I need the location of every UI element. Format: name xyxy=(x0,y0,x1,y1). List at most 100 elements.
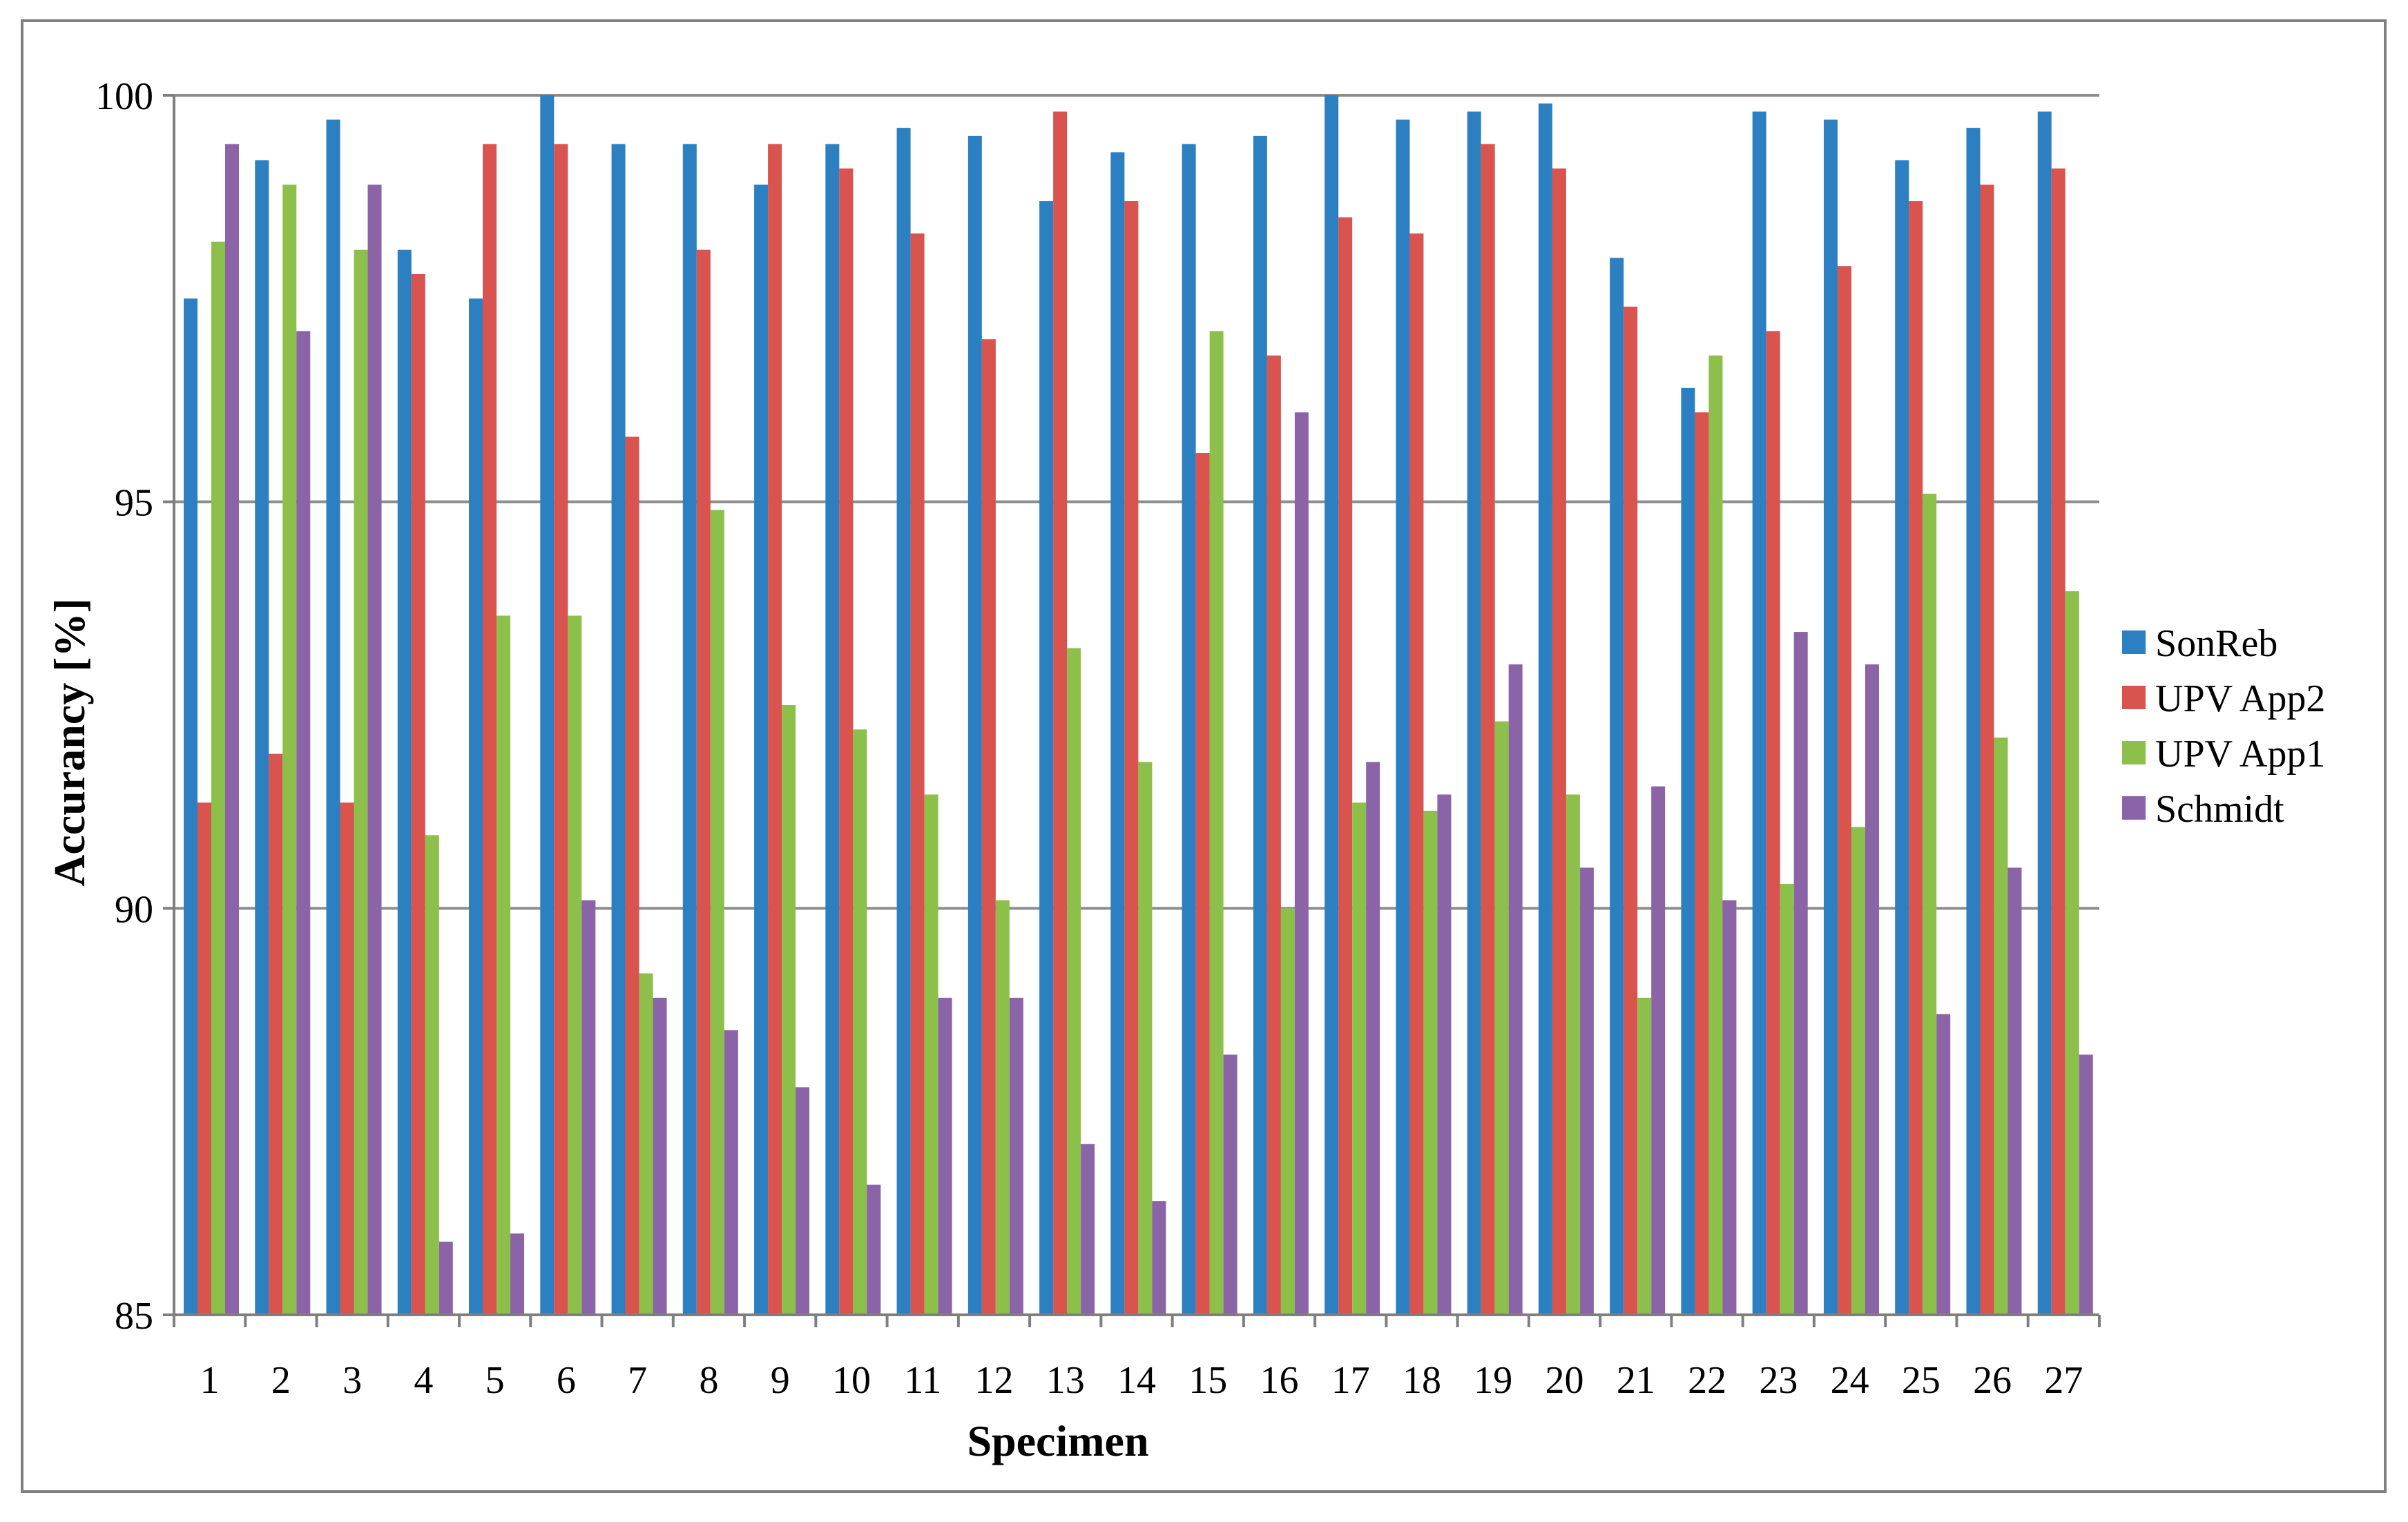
bar-upv-app1-specimen-2 xyxy=(282,184,297,1316)
bar-sonreb-specimen-4 xyxy=(397,249,412,1315)
bar-upv-app2-specimen-12 xyxy=(981,339,996,1316)
x-tick-label: 10 xyxy=(832,1359,871,1402)
legend-label-sonreb: SonReb xyxy=(2155,622,2277,665)
x-tick-label: 5 xyxy=(485,1359,505,1402)
bar-upv-app1-specimen-17 xyxy=(1352,802,1367,1315)
bar-upv-app1-specimen-9 xyxy=(782,705,796,1315)
x-tick-label: 25 xyxy=(1902,1359,1940,1402)
bar-upv-app2-specimen-6 xyxy=(554,144,568,1315)
bar-upv-app1-specimen-15 xyxy=(1209,331,1224,1316)
bars xyxy=(184,95,2093,1316)
bar-upv-app1-specimen-6 xyxy=(568,615,582,1315)
bar-schmidt-specimen-25 xyxy=(1936,1014,1951,1315)
bar-upv-app1-specimen-22 xyxy=(1708,355,1723,1316)
bar-sonreb-specimen-7 xyxy=(611,144,626,1315)
bar-upv-app2-specimen-1 xyxy=(198,802,211,1315)
bar-upv-app1-specimen-12 xyxy=(995,900,1010,1315)
bar-schmidt-specimen-3 xyxy=(367,184,382,1316)
bar-sonreb-specimen-25 xyxy=(1895,160,1909,1316)
bar-sonreb-specimen-6 xyxy=(540,95,555,1315)
bar-schmidt-specimen-20 xyxy=(1579,867,1594,1315)
bar-upv-app1-specimen-21 xyxy=(1637,997,1652,1315)
x-tick-label: 26 xyxy=(1973,1359,2012,1402)
bar-sonreb-specimen-5 xyxy=(469,298,483,1315)
x-tick-label: 24 xyxy=(1831,1359,1869,1402)
x-axis-title: Specimen xyxy=(967,1416,1148,1465)
bar-schmidt-specimen-22 xyxy=(1722,900,1737,1315)
x-tick-label: 8 xyxy=(699,1359,718,1402)
bar-sonreb-specimen-11 xyxy=(896,128,911,1315)
bar-sonreb-specimen-19 xyxy=(1467,111,1481,1316)
bar-upv-app2-specimen-7 xyxy=(625,436,639,1315)
x-tick-label: 9 xyxy=(771,1359,790,1402)
bar-schmidt-specimen-24 xyxy=(1865,664,1879,1315)
bar-upv-app2-specimen-5 xyxy=(483,144,497,1315)
x-tick-label: 19 xyxy=(1474,1359,1512,1402)
x-tick-label: 6 xyxy=(557,1359,576,1402)
y-axis-title: Accurancy [%] xyxy=(45,598,94,887)
bar-upv-app2-specimen-11 xyxy=(910,233,925,1315)
x-tick-label: 4 xyxy=(414,1359,433,1402)
bar-schmidt-specimen-17 xyxy=(1366,762,1380,1315)
bar-sonreb-specimen-13 xyxy=(1039,201,1054,1315)
bar-upv-app2-specimen-2 xyxy=(269,753,283,1315)
x-tick-label: 7 xyxy=(628,1359,647,1402)
bar-sonreb-specimen-26 xyxy=(1966,128,1981,1315)
bar-sonreb-specimen-12 xyxy=(967,135,982,1315)
bar-schmidt-specimen-6 xyxy=(581,900,596,1315)
bar-upv-app1-specimen-13 xyxy=(1067,648,1081,1315)
x-tick-label: 1 xyxy=(200,1359,220,1402)
bar-upv-app1-specimen-26 xyxy=(1994,738,2008,1315)
bar-upv-app1-specimen-4 xyxy=(425,835,439,1315)
bar-schmidt-specimen-2 xyxy=(296,331,311,1316)
x-tick-label: 22 xyxy=(1688,1359,1726,1402)
bar-upv-app2-specimen-25 xyxy=(1909,201,1923,1315)
bar-upv-app2-specimen-18 xyxy=(1409,233,1424,1315)
legend-swatch-sonreb xyxy=(2122,630,2146,654)
bar-sonreb-specimen-3 xyxy=(326,119,340,1315)
bar-upv-app1-specimen-8 xyxy=(710,510,724,1316)
bar-upv-app2-specimen-19 xyxy=(1481,144,1495,1315)
bar-schmidt-specimen-16 xyxy=(1294,412,1309,1316)
y-tick-label: 95 xyxy=(115,482,153,525)
bar-upv-app1-specimen-27 xyxy=(2065,591,2079,1315)
bar-schmidt-specimen-10 xyxy=(867,1184,881,1315)
bar-sonreb-specimen-14 xyxy=(1110,152,1125,1315)
axes xyxy=(163,94,2101,1327)
bar-sonreb-specimen-24 xyxy=(1823,119,1838,1315)
bar-upv-app1-specimen-20 xyxy=(1566,794,1580,1315)
bar-schmidt-specimen-26 xyxy=(2007,867,2022,1315)
x-tick-label: 21 xyxy=(1617,1359,1655,1402)
bar-schmidt-specimen-21 xyxy=(1651,786,1666,1315)
x-tick-label: 14 xyxy=(1117,1359,1156,1402)
bar-schmidt-specimen-4 xyxy=(439,1242,453,1315)
bar-schmidt-specimen-1 xyxy=(225,144,239,1315)
y-tick-label: 90 xyxy=(115,888,153,931)
bar-schmidt-specimen-14 xyxy=(1152,1201,1166,1315)
x-tick-label: 13 xyxy=(1046,1359,1085,1402)
bar-sonreb-specimen-20 xyxy=(1538,103,1552,1316)
x-tick-label: 23 xyxy=(1759,1359,1798,1402)
bar-sonreb-specimen-17 xyxy=(1325,95,1339,1315)
bar-schmidt-specimen-8 xyxy=(724,1030,738,1315)
bar-sonreb-specimen-15 xyxy=(1182,144,1196,1315)
bar-upv-app2-specimen-27 xyxy=(2051,168,2065,1316)
x-tick-label: 12 xyxy=(974,1359,1013,1402)
bar-schmidt-specimen-9 xyxy=(796,1087,810,1315)
bar-sonreb-specimen-18 xyxy=(1396,119,1410,1315)
bar-schmidt-specimen-19 xyxy=(1508,664,1523,1315)
legend-label-upv-app1: UPV App1 xyxy=(2155,733,2325,776)
bar-upv-app2-specimen-8 xyxy=(696,249,711,1315)
bar-upv-app2-specimen-3 xyxy=(340,802,354,1315)
bar-schmidt-specimen-18 xyxy=(1437,794,1452,1315)
bar-sonreb-specimen-2 xyxy=(255,160,269,1316)
bar-upv-app1-specimen-14 xyxy=(1138,762,1153,1315)
bar-upv-app2-specimen-16 xyxy=(1266,355,1281,1316)
bar-schmidt-specimen-5 xyxy=(510,1233,525,1315)
y-tick-label: 85 xyxy=(115,1295,153,1338)
x-tick-label: 15 xyxy=(1188,1359,1227,1402)
x-tick-label: 20 xyxy=(1545,1359,1584,1402)
bar-upv-app1-specimen-1 xyxy=(211,241,225,1315)
bar-upv-app2-specimen-14 xyxy=(1124,201,1139,1315)
